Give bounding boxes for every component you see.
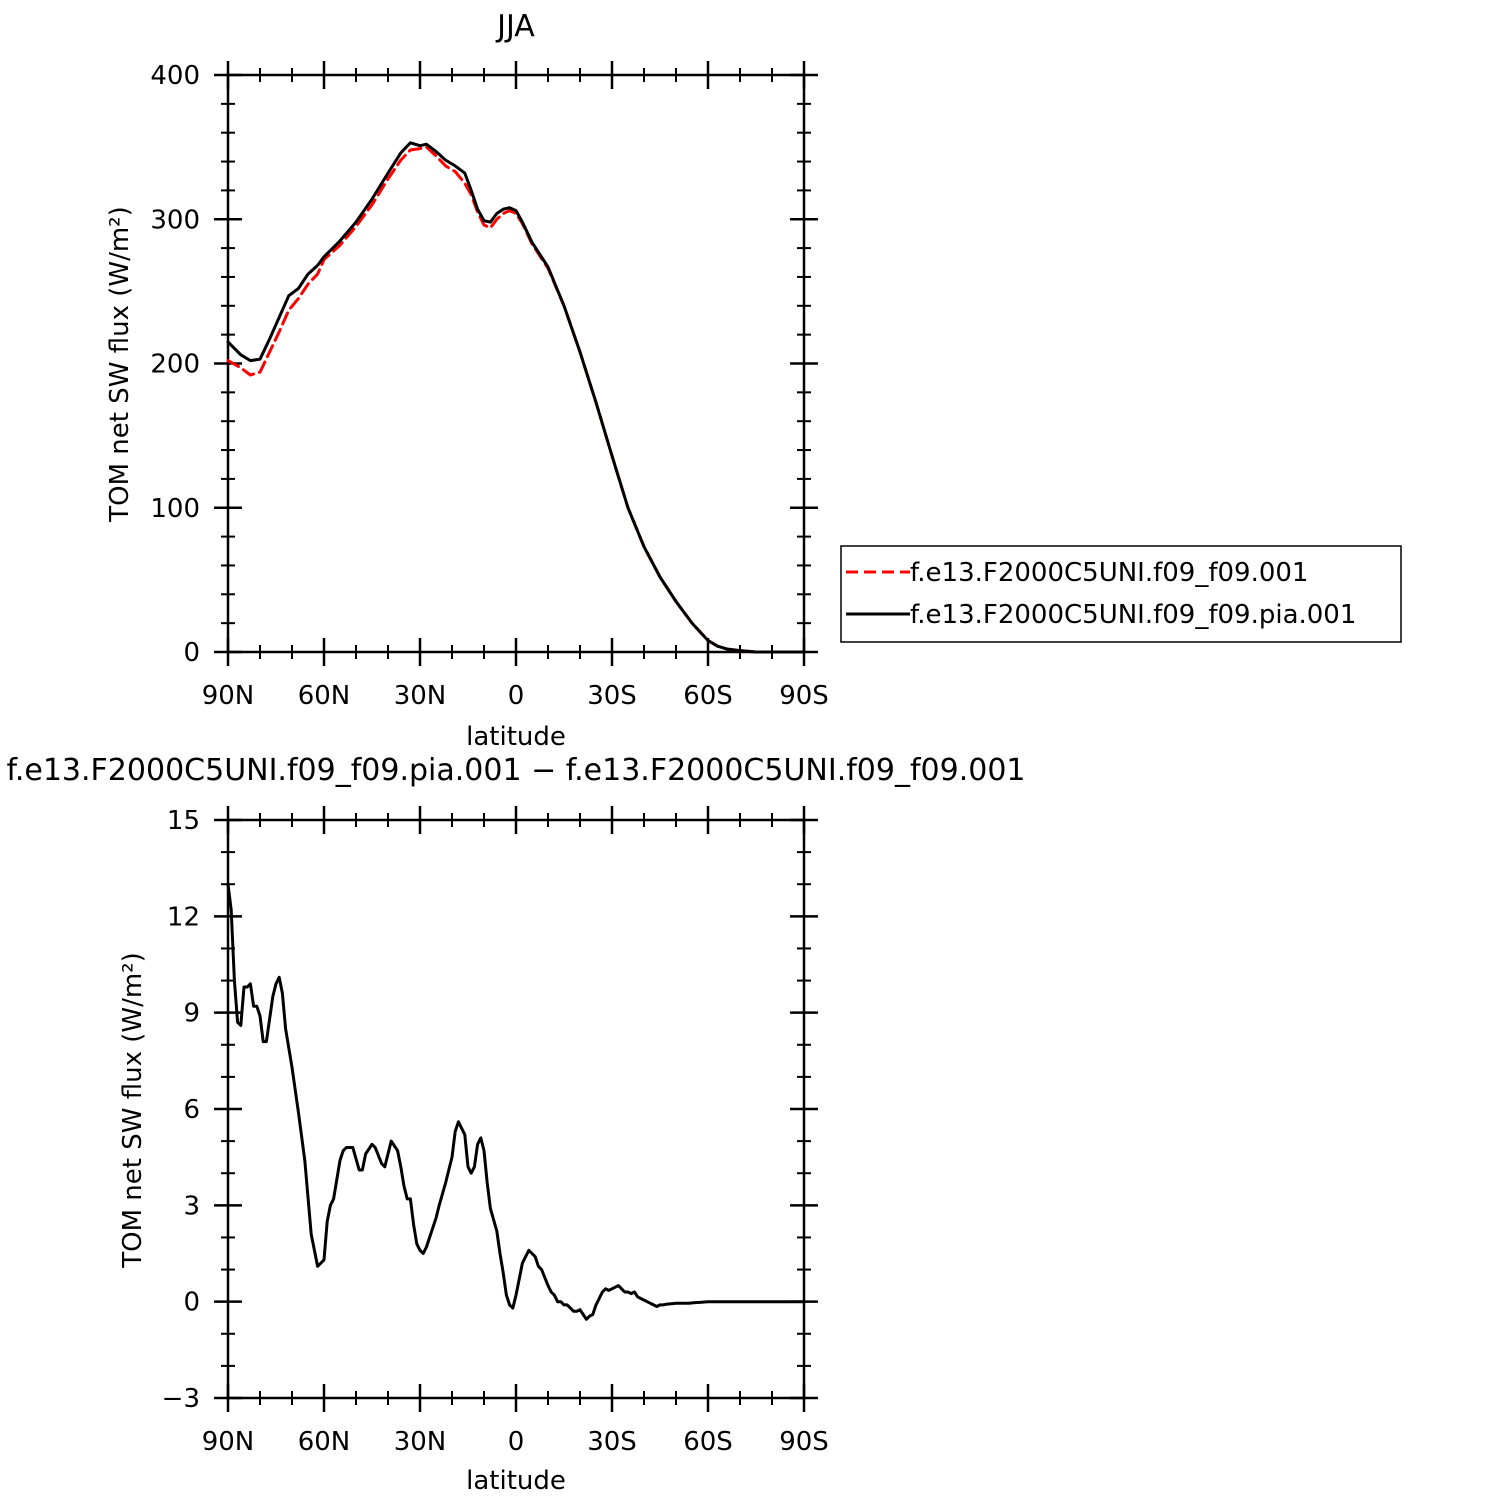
top-plot-frame (226, 73, 806, 654)
top-y-tick-label: 300 (150, 205, 200, 235)
top-y-axis-label: TOM net SW flux (W/m²) (105, 206, 135, 522)
bottom-plot-area: 90N 60N 30N 0 30S 60S 90S −3 0 3 6 9 12 15 (162, 806, 829, 1457)
legend-label-pia: f.e13.F2000C5UNI.f09_f09.pia.001 (910, 600, 1356, 630)
bottom-y-tick-label: 0 (183, 1288, 200, 1318)
bottom-x-tick-label: 90S (779, 1427, 829, 1457)
legend-label-control: f.e13.F2000C5UNI.f09_f09.001 (910, 558, 1308, 588)
bottom-panel: f.e13.F2000C5UNI.f09_f09.pia.001 − f.e13… (6, 753, 1025, 1496)
bottom-x-axis-label: latitude (466, 1466, 566, 1496)
top-y-tick-label: 100 (150, 494, 200, 524)
bottom-x-tick-label: 60N (298, 1427, 351, 1457)
top-series-line-1 (226, 141, 806, 654)
top-x-tick-label: 90N (202, 681, 255, 711)
bottom-y-tick-label: 6 (183, 1095, 200, 1125)
bottom-x-tick-label: 90N (202, 1427, 255, 1457)
bottom-y-tick-label: −3 (162, 1384, 200, 1414)
bottom-y-tick-label: 3 (183, 1191, 200, 1221)
bottom-x-tick-label: 0 (508, 1427, 525, 1457)
bottom-y-axis-label: TOM net SW flux (W/m²) (118, 952, 148, 1268)
top-x-tick-label: 60S (683, 681, 733, 711)
bottom-series-line-0 (226, 882, 806, 1321)
top-y-tick-label: 200 (150, 350, 200, 380)
bottom-plot-frame (226, 818, 806, 1400)
top-chart-title: JJA (495, 9, 535, 44)
top-panel: JJA 90N 60N 30N 0 30S 60S 90S 0 100 200 300 400 lat… (105, 9, 1402, 752)
top-y-tick-label: 0 (183, 638, 200, 668)
top-x-axis-label: latitude (466, 722, 566, 752)
top-series-line-0 (226, 145, 806, 654)
top-plot-area: 90N 60N 30N 0 30S 60S 90S 0 100 200 300 400 (150, 61, 829, 711)
bottom-y-tick-label: 15 (167, 806, 200, 836)
bottom-x-tick-label: 60S (683, 1427, 733, 1457)
top-x-tick-label: 30N (394, 681, 447, 711)
top-x-tick-label: 0 (508, 681, 525, 711)
bottom-chart-title: f.e13.F2000C5UNI.f09_f09.pia.001 − f.e13… (6, 753, 1025, 788)
bottom-y-tick-label: 12 (167, 902, 200, 932)
bottom-y-tick-label: 9 (183, 999, 200, 1029)
top-y-tick-label: 400 (150, 61, 200, 91)
legend: f.e13.F2000C5UNI.f09_f09.001 f.e13.F2000… (840, 545, 1402, 643)
top-x-tick-label: 60N (298, 681, 351, 711)
bottom-x-tick-label: 30S (587, 1427, 637, 1457)
legend-box (840, 545, 1402, 643)
top-x-tick-label: 30S (587, 681, 637, 711)
bottom-x-tick-label: 30N (394, 1427, 447, 1457)
top-x-tick-label: 90S (779, 681, 829, 711)
